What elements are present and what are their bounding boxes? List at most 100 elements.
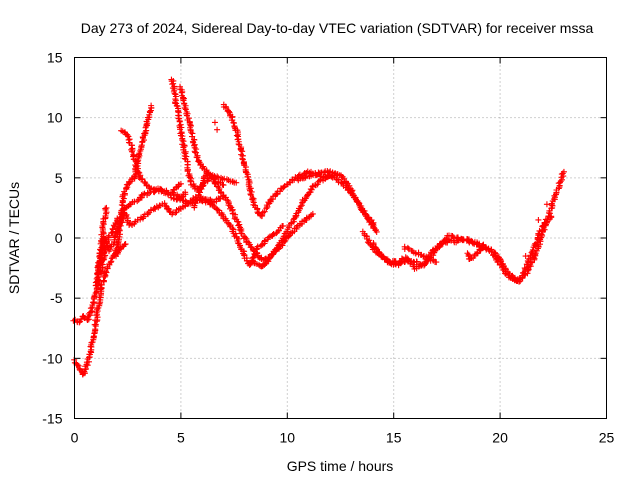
point-track-b xyxy=(107,259,114,266)
point-track-m xyxy=(272,248,279,255)
point-track-p xyxy=(432,246,439,253)
point-track-k xyxy=(247,191,254,198)
point-track-i xyxy=(220,182,227,189)
point-track-s xyxy=(214,126,221,133)
y-tick-label: 5 xyxy=(55,170,63,186)
point-track-l xyxy=(269,232,276,239)
point-track-a xyxy=(182,189,189,196)
point-track-b xyxy=(94,305,101,312)
point-track-q xyxy=(412,250,419,257)
point-track-q xyxy=(433,259,440,266)
point-track-h xyxy=(229,178,236,185)
point-track-p xyxy=(548,213,555,220)
point-track-p xyxy=(364,239,371,246)
point-track-m xyxy=(265,256,272,263)
y-tick-label: -15 xyxy=(42,411,62,427)
point-track-g xyxy=(146,108,153,115)
point-track-m xyxy=(297,203,304,210)
point-track-p xyxy=(418,262,425,269)
point-track-p xyxy=(454,234,461,241)
point-track-l xyxy=(265,234,272,241)
y-tick-label: -10 xyxy=(42,350,62,366)
point-track-q xyxy=(404,244,411,251)
point-track-j xyxy=(301,218,308,225)
point-track-f xyxy=(130,153,137,160)
point-track-a xyxy=(85,316,92,323)
x-tick-label: 15 xyxy=(386,430,402,446)
point-track-j xyxy=(229,207,236,214)
point-track-d xyxy=(97,247,104,254)
point-track-j xyxy=(236,221,243,228)
point-track-d xyxy=(103,204,110,211)
point-track-k xyxy=(244,173,251,180)
point-track-h xyxy=(190,182,197,189)
point-track-p xyxy=(392,258,399,265)
point-track-m xyxy=(328,173,335,180)
point-track-h xyxy=(188,181,195,188)
data-points xyxy=(70,76,567,378)
point-track-l xyxy=(214,206,221,213)
point-track-k xyxy=(248,192,255,199)
point-track-p xyxy=(460,237,467,244)
point-track-b xyxy=(122,241,129,248)
point-track-b xyxy=(103,269,110,276)
point-track-k xyxy=(231,124,238,131)
point-track-f xyxy=(128,148,135,155)
point-track-l xyxy=(215,207,222,214)
point-track-g xyxy=(148,102,155,109)
point-track-p xyxy=(529,246,536,253)
point-track-h xyxy=(177,121,184,128)
point-track-p xyxy=(407,260,414,267)
point-track-p xyxy=(511,277,518,284)
point-track-i xyxy=(194,154,201,161)
point-track-s xyxy=(543,201,550,208)
point-track-m xyxy=(314,181,321,188)
point-track-h xyxy=(214,173,221,180)
chart-title: Day 273 of 2024, Sidereal Day-to-day VTE… xyxy=(81,20,594,36)
point-track-a xyxy=(84,316,91,323)
x-tick-label: 0 xyxy=(71,430,79,446)
point-track-d xyxy=(96,257,103,264)
point-track-b xyxy=(75,362,82,369)
point-track-b xyxy=(108,258,115,265)
point-track-p xyxy=(368,243,375,250)
point-track-j xyxy=(309,210,316,217)
point-track-f xyxy=(177,180,184,187)
point-track-l xyxy=(254,243,261,250)
point-track-c xyxy=(172,209,179,216)
point-track-h xyxy=(181,149,188,156)
point-track-g xyxy=(134,158,141,165)
point-track-f xyxy=(139,175,146,182)
point-track-p xyxy=(408,257,415,264)
point-track-s xyxy=(211,119,218,126)
point-track-i xyxy=(193,149,200,156)
point-track-k xyxy=(235,141,242,148)
point-track-a xyxy=(87,305,94,312)
point-track-g xyxy=(141,130,148,137)
point-track-s xyxy=(535,216,542,223)
point-track-k xyxy=(229,117,236,124)
point-track-i xyxy=(188,133,195,140)
y-tick-label: 0 xyxy=(55,230,63,246)
x-tick-label: 10 xyxy=(280,430,296,446)
point-track-b xyxy=(98,281,105,288)
x-tick-label: 25 xyxy=(599,430,615,446)
y-tick-label: 15 xyxy=(47,50,63,66)
point-track-p xyxy=(374,248,381,255)
point-track-p xyxy=(533,239,540,246)
point-track-a xyxy=(134,198,141,205)
point-track-n xyxy=(312,170,319,177)
point-track-h xyxy=(187,178,194,185)
point-track-p xyxy=(528,249,535,256)
point-track-k xyxy=(233,132,240,139)
grid-lines xyxy=(74,57,607,419)
point-track-k xyxy=(239,155,246,162)
point-track-h xyxy=(233,179,240,186)
point-track-s xyxy=(524,265,531,272)
point-track-i xyxy=(188,129,195,136)
axis-ticks: 0 5 10 15 20 25 -15 -10 -5 0 5 10 15 xyxy=(42,50,614,446)
point-track-l xyxy=(262,237,269,244)
point-track-p xyxy=(501,270,508,277)
point-track-h xyxy=(180,138,187,145)
point-track-k xyxy=(230,119,237,126)
